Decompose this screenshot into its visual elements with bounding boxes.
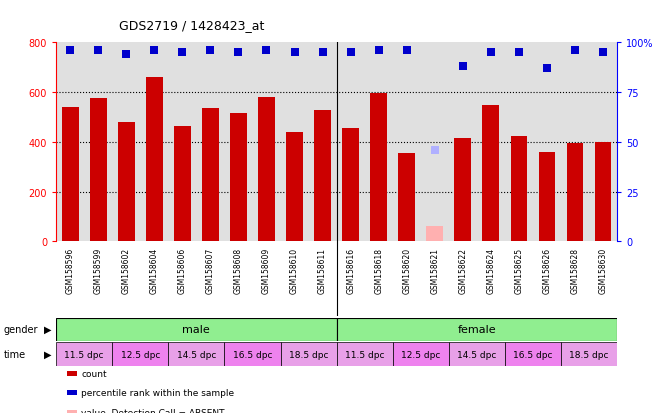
Text: 18.5 dpc: 18.5 dpc <box>570 350 609 358</box>
Bar <box>258 98 275 242</box>
Bar <box>426 227 443 242</box>
Text: GSM158628: GSM158628 <box>570 247 579 294</box>
Bar <box>566 144 583 242</box>
Point <box>598 50 609 57</box>
Point <box>401 48 412 55</box>
Text: GSM158610: GSM158610 <box>290 247 299 294</box>
Bar <box>337 342 393 366</box>
Bar <box>505 342 561 366</box>
Point <box>570 48 580 55</box>
Point <box>121 52 131 59</box>
Text: count: count <box>81 369 107 378</box>
Text: male: male <box>182 324 211 335</box>
Bar <box>62 108 79 242</box>
Text: GSM158602: GSM158602 <box>121 247 131 294</box>
Point <box>261 48 272 55</box>
Bar <box>449 342 505 366</box>
Text: GSM158611: GSM158611 <box>318 247 327 294</box>
Point <box>374 48 384 55</box>
Bar <box>370 94 387 242</box>
Bar <box>510 136 527 242</box>
Text: 12.5 dpc: 12.5 dpc <box>401 350 440 358</box>
Text: GSM158621: GSM158621 <box>430 247 440 294</box>
Text: 16.5 dpc: 16.5 dpc <box>513 350 552 358</box>
Text: time: time <box>3 349 26 359</box>
Bar <box>482 105 499 242</box>
Point <box>205 48 216 55</box>
Point <box>513 50 524 57</box>
Bar <box>230 114 247 242</box>
Point <box>317 50 328 57</box>
Text: 11.5 dpc: 11.5 dpc <box>65 350 104 358</box>
Text: GSM158599: GSM158599 <box>94 247 103 294</box>
Text: 14.5 dpc: 14.5 dpc <box>457 350 496 358</box>
Text: ▶: ▶ <box>44 324 52 335</box>
Text: GSM158596: GSM158596 <box>65 247 75 294</box>
Text: percentile rank within the sample: percentile rank within the sample <box>81 388 234 397</box>
Text: 11.5 dpc: 11.5 dpc <box>345 350 384 358</box>
Text: 18.5 dpc: 18.5 dpc <box>289 350 328 358</box>
Bar <box>67 410 77 413</box>
Point <box>177 50 187 57</box>
Text: GSM158609: GSM158609 <box>262 247 271 294</box>
Bar <box>67 371 77 376</box>
Text: 14.5 dpc: 14.5 dpc <box>177 350 216 358</box>
Text: GSM158626: GSM158626 <box>543 247 552 294</box>
Text: GSM158630: GSM158630 <box>599 247 608 294</box>
Bar <box>393 342 449 366</box>
Bar <box>314 111 331 242</box>
Text: ▶: ▶ <box>44 349 52 359</box>
Text: GSM158604: GSM158604 <box>150 247 159 294</box>
Bar <box>90 99 106 242</box>
Point <box>65 48 75 55</box>
Bar <box>202 109 218 242</box>
Text: GSM158618: GSM158618 <box>374 247 383 294</box>
Bar <box>174 127 191 242</box>
Bar <box>398 154 415 242</box>
Bar <box>117 123 135 242</box>
Text: GSM158606: GSM158606 <box>178 247 187 294</box>
Point <box>233 50 244 57</box>
Bar <box>337 318 617 341</box>
Bar <box>112 342 168 366</box>
Text: GSM158624: GSM158624 <box>486 247 496 294</box>
Point <box>430 147 440 154</box>
Bar <box>168 342 224 366</box>
Text: GSM158625: GSM158625 <box>514 247 523 294</box>
Bar <box>224 342 280 366</box>
Bar <box>56 318 337 341</box>
Bar <box>561 342 617 366</box>
Point <box>93 48 104 55</box>
Text: female: female <box>457 324 496 335</box>
Bar <box>342 129 359 242</box>
Text: 16.5 dpc: 16.5 dpc <box>233 350 272 358</box>
Bar <box>56 342 112 366</box>
Text: value, Detection Call = ABSENT: value, Detection Call = ABSENT <box>81 408 225 413</box>
Text: GSM158622: GSM158622 <box>458 247 467 294</box>
Text: GSM158616: GSM158616 <box>346 247 355 294</box>
Text: GSM158608: GSM158608 <box>234 247 243 294</box>
Point <box>345 50 356 57</box>
Bar <box>67 390 77 395</box>
Point <box>542 66 552 72</box>
Point <box>457 64 468 71</box>
Bar <box>280 342 337 366</box>
Text: GDS2719 / 1428423_at: GDS2719 / 1428423_at <box>119 19 264 31</box>
Bar <box>146 78 163 242</box>
Text: GSM158620: GSM158620 <box>402 247 411 294</box>
Text: gender: gender <box>3 324 38 335</box>
Bar <box>539 153 556 242</box>
Point <box>289 50 300 57</box>
Text: GSM158607: GSM158607 <box>206 247 215 294</box>
Bar <box>454 139 471 242</box>
Bar <box>595 142 611 242</box>
Point <box>149 48 160 55</box>
Bar <box>286 133 303 242</box>
Text: 12.5 dpc: 12.5 dpc <box>121 350 160 358</box>
Point <box>486 50 496 57</box>
